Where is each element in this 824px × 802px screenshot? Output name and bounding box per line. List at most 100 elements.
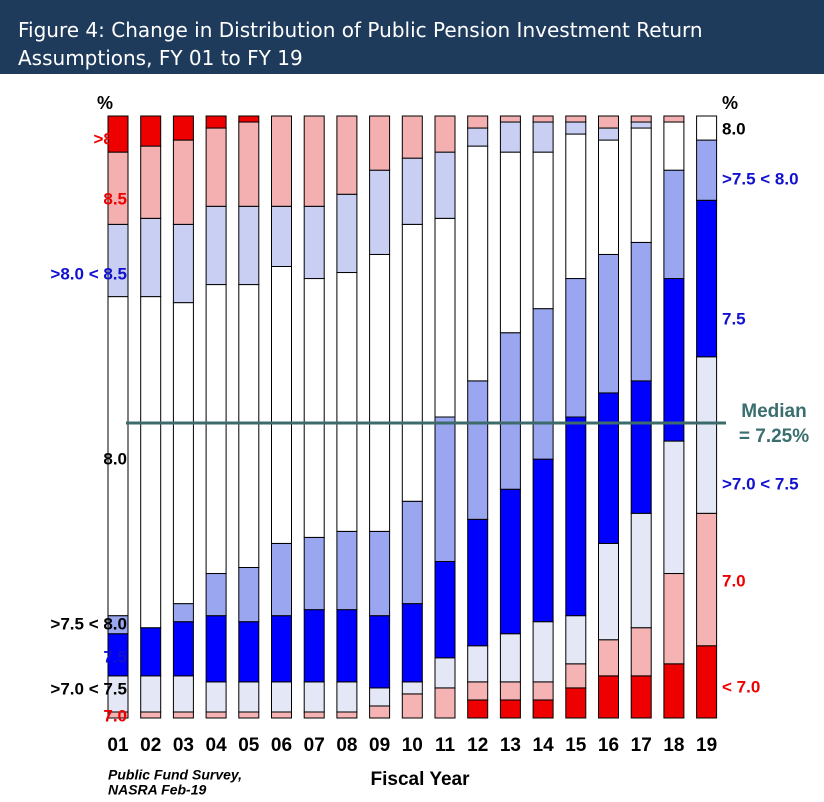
x-tick-label: 06 bbox=[271, 735, 292, 756]
bar-segment bbox=[565, 663, 587, 689]
x-tick-label: 08 bbox=[336, 735, 357, 756]
bar-segment bbox=[271, 615, 292, 683]
bar-segment bbox=[369, 530, 391, 617]
bar-segment bbox=[303, 609, 325, 683]
bar-segment bbox=[565, 687, 587, 719]
annotation: Median bbox=[741, 401, 806, 422]
bar-segment bbox=[499, 115, 521, 123]
bar-segment bbox=[467, 380, 489, 520]
bar-segment bbox=[630, 127, 652, 243]
bar-segment bbox=[401, 603, 423, 683]
x-tick-label: 18 bbox=[663, 735, 684, 756]
bar-segment bbox=[401, 223, 423, 502]
bar-segment bbox=[205, 127, 227, 207]
x-tick-label: 04 bbox=[206, 735, 228, 756]
bar-segment bbox=[467, 115, 489, 129]
bar-segment bbox=[172, 621, 194, 677]
chart-title: Figure 4: Change in Distribution of Publ… bbox=[18, 18, 703, 70]
x-axis-label: Fiscal Year bbox=[371, 769, 471, 790]
bar-segment bbox=[303, 205, 325, 280]
bar-segment bbox=[565, 416, 587, 617]
bar-segment bbox=[598, 542, 619, 641]
x-tick-label: 09 bbox=[369, 735, 390, 756]
series-label: 7.0 bbox=[103, 706, 127, 725]
bar-segment bbox=[172, 139, 194, 225]
bar-segment bbox=[107, 223, 129, 298]
x-tick-label: 10 bbox=[402, 735, 423, 756]
bar-segment bbox=[598, 127, 619, 141]
bar-segment bbox=[434, 416, 456, 562]
source: NASRA Feb-19 bbox=[108, 782, 206, 798]
bar-segment bbox=[598, 139, 619, 255]
bar-segment bbox=[140, 296, 162, 629]
x-tick-label: 19 bbox=[696, 735, 717, 756]
x-tick-label: 01 bbox=[107, 735, 129, 756]
bar-segment bbox=[303, 711, 325, 719]
bar-segment bbox=[696, 115, 718, 141]
bar-segment bbox=[467, 518, 489, 647]
bar-segment bbox=[434, 217, 456, 418]
bar-segment bbox=[598, 253, 619, 394]
bar-segment bbox=[401, 115, 423, 159]
bar-segment bbox=[630, 627, 652, 677]
series-label: 7.5 bbox=[722, 309, 746, 328]
bar-segment bbox=[205, 681, 227, 713]
bar-segment bbox=[205, 573, 227, 617]
bar-segment bbox=[532, 681, 554, 701]
x-tick-label: 07 bbox=[304, 735, 325, 756]
series-label: >7.5 < 8.0 bbox=[722, 169, 799, 188]
x-tick-label: 13 bbox=[500, 735, 521, 756]
bar-segment bbox=[140, 627, 162, 677]
bar-segment bbox=[565, 615, 587, 665]
bar-segment bbox=[467, 145, 489, 382]
series-label: >7.5 < 8.0 bbox=[50, 614, 127, 633]
bar-segment bbox=[467, 681, 489, 701]
bar-segment bbox=[598, 639, 619, 677]
bar-segment bbox=[172, 711, 194, 719]
bar-segment bbox=[598, 392, 619, 544]
bar-segment bbox=[630, 512, 652, 629]
bar-segment bbox=[205, 115, 227, 129]
bar-segment bbox=[663, 278, 685, 442]
bar-segment bbox=[140, 115, 162, 147]
x-tick-label: 12 bbox=[467, 735, 488, 756]
bar-segment bbox=[532, 699, 554, 719]
bar-segment bbox=[369, 169, 391, 255]
bar-segment bbox=[499, 699, 521, 719]
bar-segment bbox=[630, 115, 652, 123]
series-label: < 7.0 bbox=[722, 677, 760, 696]
bar-segment bbox=[565, 115, 587, 123]
bar-segment bbox=[434, 115, 456, 153]
x-tick-label: 03 bbox=[173, 735, 194, 756]
series-label: 7.0 bbox=[722, 571, 746, 590]
bar-segment bbox=[336, 681, 358, 713]
bar-segment bbox=[336, 115, 358, 195]
bar-segment bbox=[238, 621, 260, 683]
series-label: >8.5 bbox=[93, 129, 127, 148]
x-tick-label: 05 bbox=[238, 735, 260, 756]
x-tick-label: 16 bbox=[598, 735, 619, 756]
bar-segment bbox=[401, 157, 423, 225]
bar-segment bbox=[205, 615, 227, 683]
bar-segment bbox=[565, 121, 587, 135]
bar-segment bbox=[238, 567, 260, 623]
bar-segment bbox=[271, 542, 292, 617]
header: Figure 4: Change in Distribution of Publ… bbox=[0, 0, 824, 74]
bar-segment bbox=[630, 121, 652, 129]
bar-segment bbox=[271, 681, 292, 713]
bar-segment bbox=[401, 500, 423, 605]
bar-segment bbox=[467, 645, 489, 683]
x-tick-label: 17 bbox=[631, 735, 652, 756]
x-tick-label: 15 bbox=[565, 735, 587, 756]
bar-segment bbox=[172, 115, 194, 141]
bar-segment bbox=[238, 205, 260, 286]
bar-segment bbox=[499, 121, 521, 153]
bar-segment bbox=[434, 560, 456, 659]
bar-segment bbox=[369, 253, 391, 532]
bar-segment bbox=[336, 609, 358, 683]
bar-segment bbox=[205, 205, 227, 286]
bar-segment bbox=[369, 115, 391, 171]
bar-segment bbox=[336, 530, 358, 611]
bar-segment bbox=[663, 115, 685, 123]
